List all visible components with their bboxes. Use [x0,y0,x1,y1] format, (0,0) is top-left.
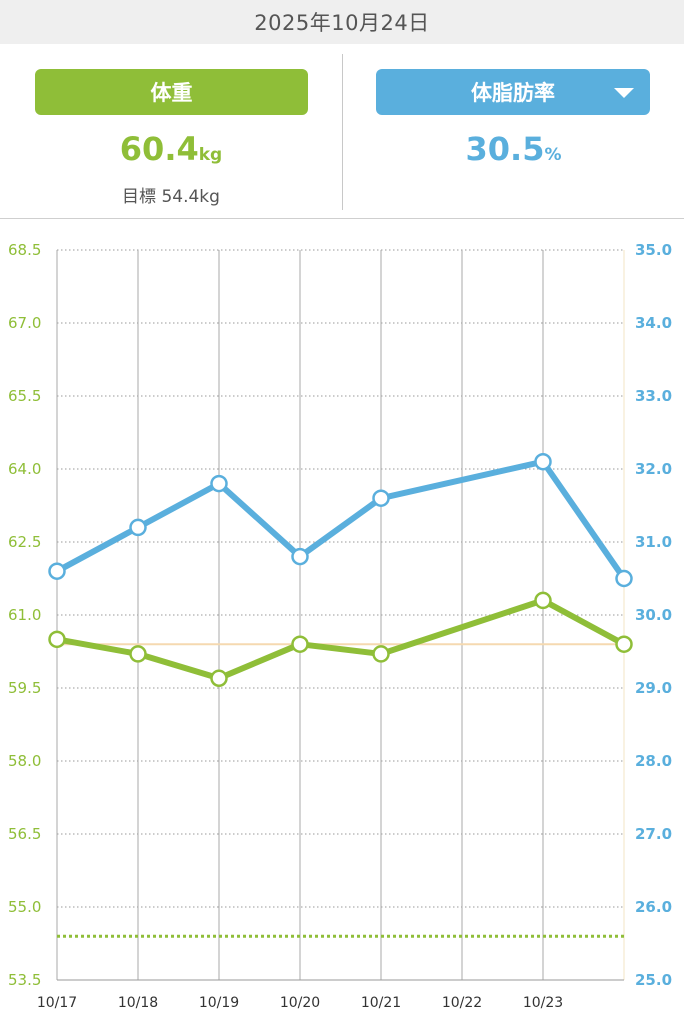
left-tick-label: 64.0 [8,460,41,478]
right-tick-label: 26.0 [635,898,672,916]
body-fat-data-point [372,489,390,507]
right-tick-label: 31.0 [635,533,672,551]
body-fat-data-point [48,562,66,580]
weight-button-label: 体重 [150,81,193,105]
right-tick-label: 29.0 [635,679,672,697]
weight-number: 60.4 [119,130,199,168]
left-tick-label: 55.0 [8,898,41,916]
weight-button[interactable]: 体重 [35,69,308,115]
fat-number: 30.5 [465,130,545,168]
x-tick-label: 10/23 [523,995,563,1011]
panel-divider [342,54,343,210]
weight-data-point [129,645,147,663]
weight-unit: kg [198,145,223,165]
weight-data-point [48,630,66,649]
right-tick-label: 33.0 [635,387,672,405]
weight-value: 60.4kg [0,130,342,168]
x-tick-label: 10/17 [37,995,77,1011]
left-tick-label: 61.0 [8,606,41,624]
chevron-down-icon [614,88,634,98]
left-tick-label: 67.0 [8,314,41,332]
body-fat-data-point [534,452,552,471]
weight-data-point [210,669,228,688]
weight-fat-chart: 68.5 67.0 65.5 64.0 62.5 61.0 59.5 58.0 56.5 55.0… [0,219,684,1024]
weight-goal: 目標 54.4kg [122,187,220,207]
left-tick-label: 59.5 [8,679,41,697]
weight-data-point [534,591,552,610]
x-tick-label: 10/20 [280,995,320,1011]
x-tick-label: 10/21 [361,995,401,1011]
weight-series-line [54,597,627,682]
right-tick-label: 32.0 [635,460,672,478]
body-fat-data-point [210,474,228,493]
right-tick-label: 34.0 [635,314,672,332]
body-fat-dropdown-button[interactable]: 体脂肪率 [376,69,650,115]
date-header: 2025年10月24日 [0,0,684,44]
x-tick-label: 10/18 [118,995,158,1011]
left-tick-label: 53.5 [8,971,41,989]
fat-unit: % [544,145,562,165]
fat-panel: 体脂肪率 30.5% [343,44,684,218]
right-tick-label: 28.0 [635,752,672,770]
header-divider [0,218,684,219]
left-tick-label: 56.5 [8,825,41,843]
fat-button-label: 体脂肪率 [471,81,555,105]
fat-value: 30.5% [343,130,684,168]
body-fat-data-point [129,518,147,537]
body-fat-data-point [615,569,633,588]
right-tick-label: 30.0 [635,606,672,624]
body-fat-data-point [291,547,309,566]
weight-data-point [372,645,390,663]
left-tick-label: 62.5 [8,533,41,551]
right-tick-label: 27.0 [635,825,672,843]
chart-svg: 68.5 67.0 65.5 64.0 62.5 61.0 59.5 58.0 56.5 55.0… [8,241,672,1011]
date-label: 2025年10月24日 [254,11,430,35]
weight-panel: 体重 60.4kg 目標 54.4kg [0,44,342,218]
left-tick-label: 68.5 [8,241,41,259]
right-tick-label: 25.0 [635,971,672,989]
left-tick-label: 58.0 [8,752,41,770]
weight-data-point [615,635,633,653]
x-tick-label: 10/22 [442,995,482,1011]
right-tick-label: 35.0 [635,241,672,259]
left-tick-label: 65.5 [8,387,41,405]
weight-data-point [291,635,309,653]
x-tick-label: 10/19 [199,995,239,1011]
